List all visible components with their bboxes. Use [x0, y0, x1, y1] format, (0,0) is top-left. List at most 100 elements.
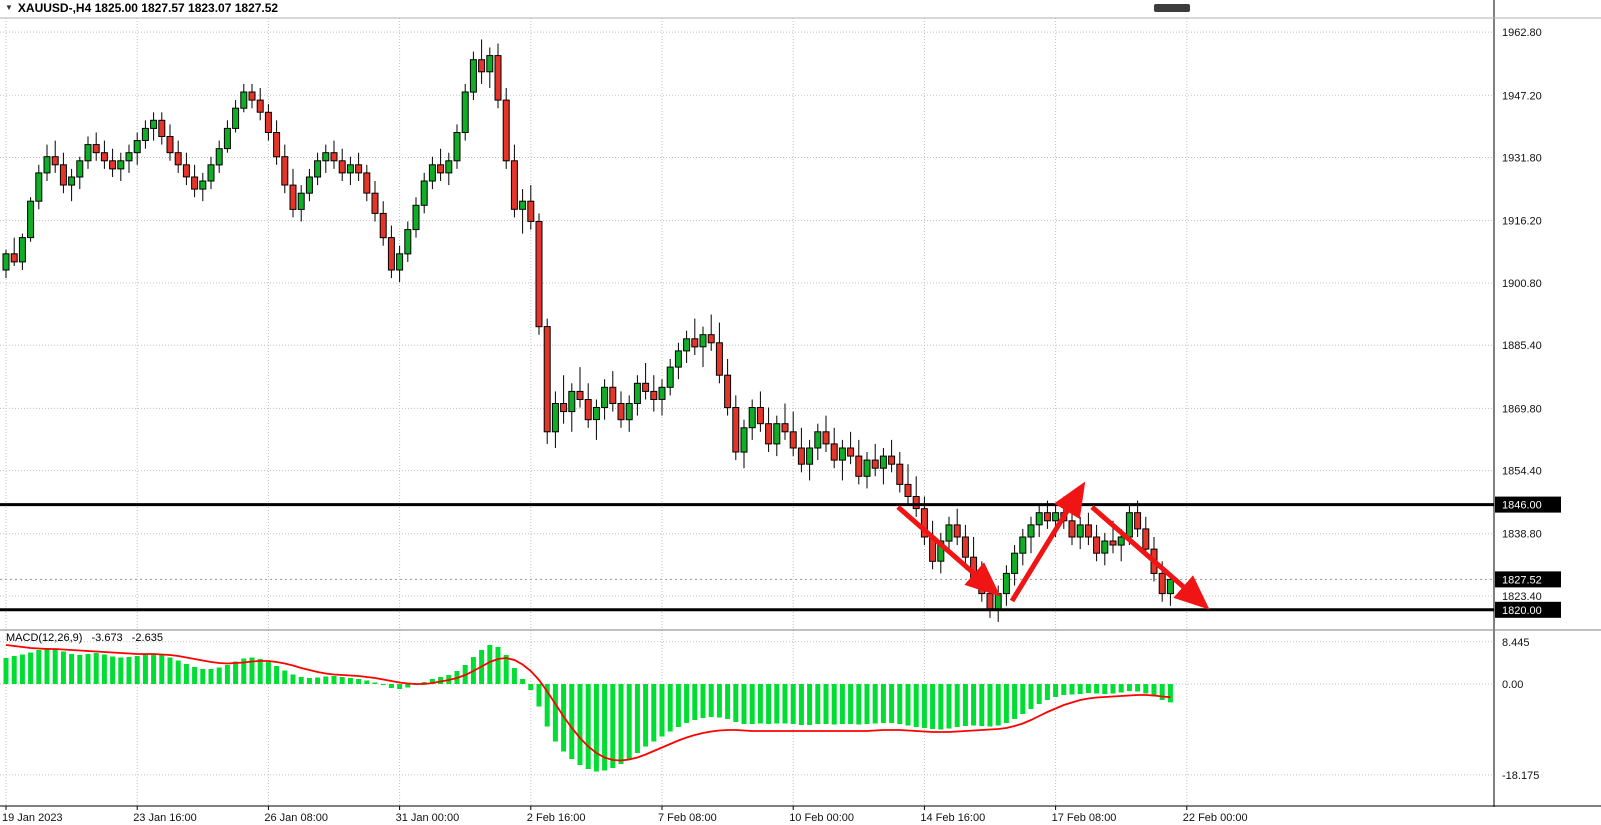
macd-histogram-bar [290, 674, 296, 684]
macd-histogram-bar [159, 655, 165, 684]
candle-body [182, 164, 190, 178]
time-axis-label: 7 Feb 08:00 [658, 812, 717, 824]
trend-arrow[interactable] [896, 505, 1001, 597]
candle-body [961, 536, 969, 558]
candle-body [1125, 512, 1133, 538]
macd-histogram-bar [503, 655, 509, 684]
candle-body [314, 160, 322, 178]
candle-body [896, 463, 904, 485]
time-axis-label: 31 Jan 00:00 [396, 812, 460, 824]
candle-body [535, 221, 543, 328]
macd-histogram-bar [1053, 684, 1059, 697]
macd-histogram-bar [216, 667, 222, 684]
macd-histogram-bar [331, 676, 337, 684]
candle-body [724, 374, 732, 409]
macd-histogram-bar [536, 684, 542, 707]
macd-histogram-bar [405, 684, 411, 688]
trend-arrow[interactable] [1090, 505, 1210, 610]
candle-body [797, 447, 805, 465]
macd-histogram-bar [815, 684, 821, 724]
macd-histogram-bar [298, 677, 304, 684]
macd-histogram-bar [610, 684, 616, 768]
candle-body [707, 334, 715, 344]
time-axis-label: 10 Feb 00:00 [789, 812, 854, 824]
macd-histogram-bar [151, 653, 157, 684]
candle-body [1117, 536, 1125, 546]
time-axis-panel [0, 807, 1601, 825]
current-price-badge: 1827.52 [1502, 574, 1542, 586]
macd-histogram-bar [807, 684, 813, 725]
candle-body [937, 540, 945, 562]
macd-histogram-bar [429, 679, 435, 684]
candle-body [683, 338, 691, 352]
macd-histogram-bar [733, 684, 739, 722]
candle-body [551, 403, 559, 433]
macd-histogram-bar [134, 656, 140, 684]
candle-body [617, 403, 625, 421]
macd-histogram-bar [1102, 684, 1108, 694]
candle-body [822, 431, 830, 445]
macd-histogram-bar [971, 684, 977, 726]
candle-body [773, 423, 781, 445]
macd-histogram-bar [569, 684, 575, 759]
macd-histogram-bar [618, 684, 624, 764]
candle-body [215, 148, 223, 166]
macd-histogram-bar [126, 657, 132, 684]
macd-histogram-bar [1003, 684, 1009, 723]
macd-value: -3.673 [91, 632, 123, 644]
macd-histogram-bar [44, 648, 50, 684]
macd-histogram-bar [208, 669, 214, 684]
candle-body [1166, 578, 1174, 595]
macd-histogram-bar [856, 684, 862, 725]
candle-body [1052, 512, 1060, 522]
trend-arrow[interactable] [1009, 481, 1086, 603]
macd-histogram-bar [249, 657, 255, 684]
candle-body [445, 160, 453, 174]
macd-histogram-bar [520, 679, 526, 684]
macd-histogram-bar [757, 684, 763, 724]
candle-body [1109, 540, 1117, 546]
price-axis-label: 1823.40 [1502, 591, 1542, 603]
macd-histogram-bar [118, 657, 124, 684]
candle-body [27, 200, 35, 239]
macd-histogram-bar [897, 684, 903, 724]
candle-body [740, 427, 748, 453]
macd-histogram-bar [766, 684, 772, 724]
macd-histogram-bar [921, 684, 927, 728]
candle-body [51, 156, 59, 166]
macd-histogram-bar [962, 684, 968, 726]
candle-body [1019, 536, 1027, 554]
time-axis-label: 23 Jan 16:00 [133, 812, 197, 824]
candle-body [756, 407, 764, 425]
macd-histogram-bar [823, 684, 829, 724]
candle-body [1027, 524, 1035, 538]
candle-body [338, 160, 346, 174]
candle-body [43, 156, 51, 174]
macd-histogram-bar [11, 656, 17, 684]
candle-body [125, 152, 133, 162]
candle-body [322, 152, 330, 162]
scrollbar-thumb[interactable] [1154, 4, 1190, 12]
macd-histogram-bar [265, 662, 271, 684]
macd-histogram-bar [1012, 684, 1018, 719]
macd-histogram-bar [1094, 684, 1100, 694]
candle-body [650, 390, 658, 400]
macd-histogram-bar [274, 666, 280, 684]
candle-body [412, 204, 420, 231]
candle-body [174, 152, 182, 166]
macd-histogram-bar [577, 684, 583, 765]
candle-body [814, 431, 822, 449]
macd-histogram-bar [495, 647, 501, 684]
macd-signal-line [5, 644, 1171, 762]
candle-body [2, 253, 10, 271]
macd-histogram-bar [511, 668, 517, 684]
macd-histogram-bar [438, 677, 444, 684]
level-price-badge-bg [1495, 601, 1561, 618]
macd-histogram-bar [110, 656, 116, 684]
macd-histogram-bar [60, 651, 66, 684]
macd-histogram-bar [544, 684, 550, 727]
candle-body [150, 119, 158, 129]
macd-histogram-bar [626, 684, 632, 759]
candle-body [346, 164, 354, 174]
